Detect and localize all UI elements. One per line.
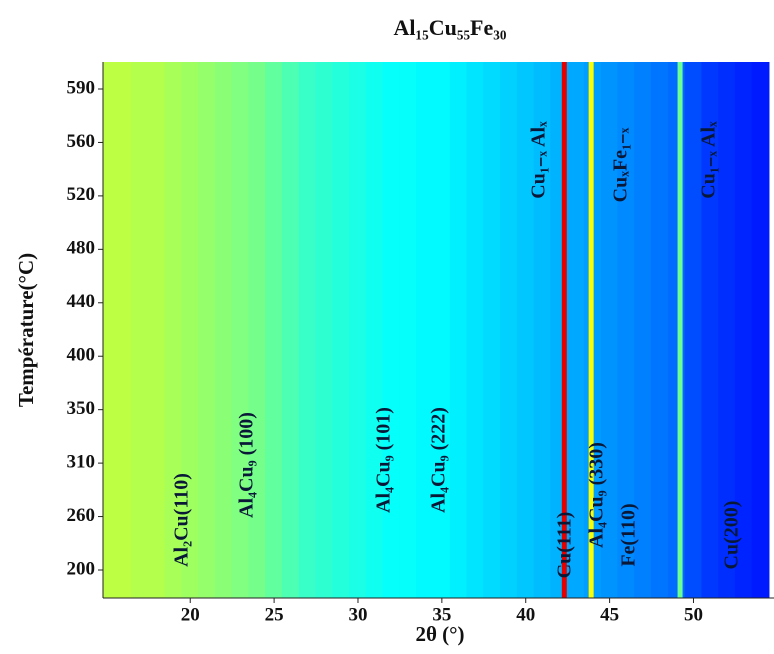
x-tick-label: 35 — [432, 604, 451, 625]
heat-cell — [432, 62, 451, 598]
heat-cell — [382, 62, 401, 598]
x-tick-label: 20 — [181, 604, 200, 625]
heat-cell — [449, 62, 468, 598]
y-tick-label: 200 — [67, 558, 96, 579]
y-tick-label: 520 — [67, 184, 96, 205]
heat-cell — [701, 62, 720, 598]
chart-title: Al₁₅Cu₅₅Fe₃₀ — [394, 15, 507, 40]
heat-cell — [751, 62, 770, 598]
annotation: Cu₁₋ₓ Alₓ — [528, 121, 550, 199]
heat-cell — [399, 62, 418, 598]
heat-cell — [349, 62, 367, 598]
x-tick-label: 45 — [600, 604, 619, 625]
heat-cell — [103, 62, 116, 598]
heat-cell — [533, 62, 552, 598]
heat-cell — [147, 62, 166, 598]
heat-cell — [617, 62, 636, 598]
peak-line — [588, 62, 594, 598]
x-tick-label: 30 — [348, 604, 367, 625]
axes: 20 25 30 35 40 45 50 200 260 310 350 400 440 480 520 56… — [67, 62, 774, 625]
annotation: Al₄Cu₉ (330) — [586, 442, 608, 548]
heat-cell — [114, 62, 133, 598]
y-tick-label: 480 — [67, 238, 96, 259]
heat-cell — [181, 62, 200, 598]
y-tick-label: 590 — [67, 77, 96, 98]
y-tick-label: 400 — [67, 345, 96, 366]
heat-cell — [131, 62, 149, 598]
heat-cell — [332, 62, 351, 598]
peak-line — [677, 62, 683, 598]
heat-cell — [651, 62, 669, 598]
heat-cell — [684, 62, 703, 598]
heat-cell — [483, 62, 502, 598]
annotation: Cu(111) — [554, 512, 576, 579]
annotation: CuₓFe₁₋ₓ — [610, 127, 632, 202]
heat-cell — [281, 62, 300, 598]
heat-cell — [500, 62, 518, 598]
heat-cell — [315, 62, 334, 598]
y-tick-label: 440 — [67, 291, 96, 312]
y-axis-label: Température(°C) — [14, 253, 38, 407]
y-tick-label: 350 — [67, 398, 96, 419]
heat-cell — [600, 62, 619, 598]
plot-area — [103, 62, 770, 598]
heat-cell — [734, 62, 753, 598]
heat-cell — [265, 62, 283, 598]
annotation: Al₄Cu₉ (101) — [373, 407, 395, 513]
annotation: Al₄Cu₉ (100) — [236, 412, 258, 518]
heat-cell — [248, 62, 267, 598]
heat-cell — [416, 62, 434, 598]
x-tick-label: 50 — [684, 604, 703, 625]
peak-line — [561, 62, 567, 598]
x-tick-label: 40 — [516, 604, 535, 625]
annotation: Cu₁₋ₓ Alₓ — [698, 121, 720, 199]
y-tick-label: 560 — [67, 131, 96, 152]
x-tick-label: 25 — [265, 604, 284, 625]
annotation: Cu(200) — [721, 501, 743, 570]
heat-cell — [164, 62, 183, 598]
y-tick-label: 260 — [67, 505, 96, 526]
heat-cell — [718, 62, 736, 598]
y-tick-label: 310 — [67, 451, 96, 472]
heat-cell — [365, 62, 384, 598]
annotation: Al₂Cu(110) — [171, 473, 193, 567]
heat-cell — [466, 62, 485, 598]
heat-cell — [567, 62, 585, 598]
annotation: Fe(110) — [618, 503, 640, 566]
heat-cell — [634, 62, 653, 598]
heat-cell — [667, 62, 686, 598]
heat-cell — [298, 62, 317, 598]
heat-cell — [231, 62, 250, 598]
x-axis-label: 2θ (°) — [415, 622, 464, 646]
heat-cell — [516, 62, 535, 598]
heat-cell — [198, 62, 216, 598]
annotation: Al₄Cu₉ (222) — [428, 407, 450, 513]
heat-cell — [214, 62, 233, 598]
